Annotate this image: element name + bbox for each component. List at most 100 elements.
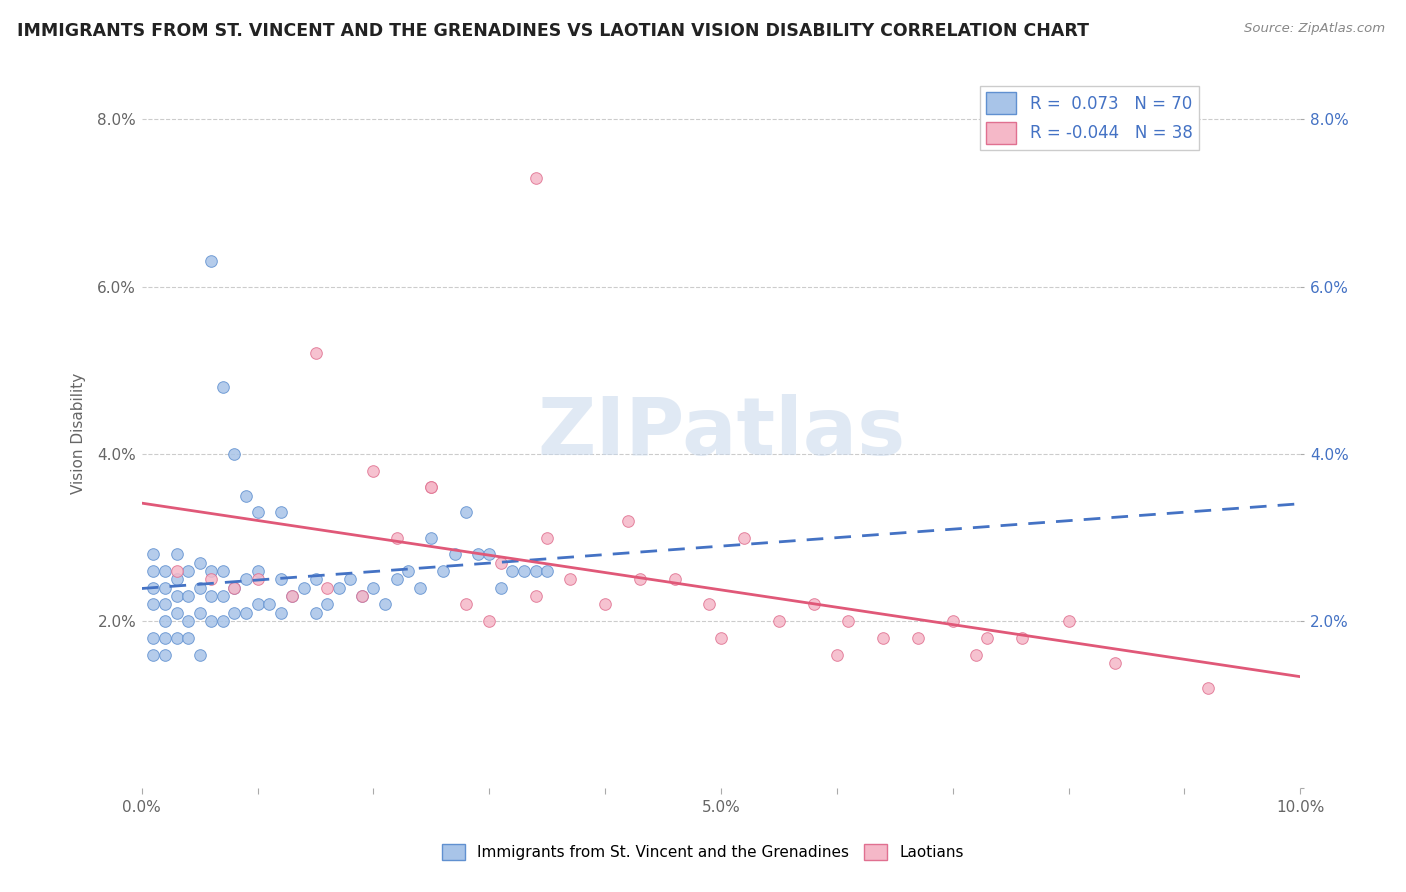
Point: [166, 547, 188, 561]
Point: [177, 564, 200, 578]
Point: [224, 606, 246, 620]
Point: [166, 564, 188, 578]
Point: [142, 581, 165, 595]
Point: [166, 631, 188, 645]
Point: [513, 564, 536, 578]
Point: [224, 447, 246, 461]
Point: [328, 581, 350, 595]
Point: [489, 556, 512, 570]
Point: [524, 589, 547, 603]
Point: [200, 564, 222, 578]
Point: [733, 531, 755, 545]
Point: [420, 480, 443, 494]
Text: ZIPatlas: ZIPatlas: [537, 394, 905, 472]
Point: [536, 531, 558, 545]
Point: [536, 564, 558, 578]
Point: [188, 581, 211, 595]
Point: [246, 572, 269, 586]
Point: [976, 631, 998, 645]
Point: [200, 254, 222, 268]
Point: [872, 631, 894, 645]
Point: [478, 547, 501, 561]
Point: [212, 564, 235, 578]
Point: [768, 614, 790, 628]
Point: [153, 564, 176, 578]
Point: [153, 631, 176, 645]
Text: IMMIGRANTS FROM ST. VINCENT AND THE GRENADINES VS LAOTIAN VISION DISABILITY CORR: IMMIGRANTS FROM ST. VINCENT AND THE GREN…: [17, 22, 1088, 40]
Point: [1197, 681, 1219, 695]
Point: [456, 505, 478, 519]
Point: [188, 556, 211, 570]
Point: [235, 606, 257, 620]
Point: [281, 589, 304, 603]
Point: [177, 614, 200, 628]
Point: [142, 564, 165, 578]
Point: [304, 572, 326, 586]
Point: [409, 581, 432, 595]
Point: [142, 598, 165, 612]
Point: [710, 631, 733, 645]
Point: [142, 648, 165, 662]
Point: [907, 631, 929, 645]
Point: [212, 614, 235, 628]
Point: [316, 598, 339, 612]
Point: [304, 346, 326, 360]
Point: [153, 598, 176, 612]
Point: [1057, 614, 1080, 628]
Legend: Immigrants from St. Vincent and the Grenadines, Laotians: Immigrants from St. Vincent and the Gren…: [436, 838, 970, 866]
Point: [1011, 631, 1033, 645]
Point: [456, 598, 478, 612]
Point: [803, 598, 825, 612]
Point: [166, 589, 188, 603]
Point: [385, 572, 408, 586]
Point: [350, 589, 373, 603]
Y-axis label: Vision Disability: Vision Disability: [72, 372, 86, 493]
Point: [235, 572, 257, 586]
Point: [177, 589, 200, 603]
Point: [617, 514, 640, 528]
Legend: R =  0.073   N = 70, R = -0.044   N = 38: R = 0.073 N = 70, R = -0.044 N = 38: [980, 86, 1199, 150]
Point: [467, 547, 489, 561]
Point: [965, 648, 987, 662]
Point: [142, 631, 165, 645]
Point: [153, 581, 176, 595]
Point: [478, 614, 501, 628]
Point: [292, 581, 315, 595]
Point: [560, 572, 582, 586]
Point: [177, 631, 200, 645]
Point: [837, 614, 859, 628]
Point: [153, 614, 176, 628]
Point: [188, 606, 211, 620]
Point: [432, 564, 454, 578]
Point: [363, 581, 385, 595]
Point: [524, 564, 547, 578]
Point: [374, 598, 396, 612]
Point: [524, 170, 547, 185]
Point: [235, 489, 257, 503]
Point: [212, 589, 235, 603]
Point: [270, 505, 292, 519]
Point: [166, 572, 188, 586]
Point: [443, 547, 465, 561]
Point: [339, 572, 361, 586]
Point: [200, 614, 222, 628]
Point: [246, 505, 269, 519]
Point: [270, 572, 292, 586]
Point: [350, 589, 373, 603]
Point: [942, 614, 965, 628]
Point: [385, 531, 408, 545]
Point: [188, 648, 211, 662]
Point: [212, 380, 235, 394]
Point: [257, 598, 280, 612]
Point: [593, 598, 616, 612]
Point: [224, 581, 246, 595]
Point: [316, 581, 339, 595]
Point: [664, 572, 686, 586]
Point: [270, 606, 292, 620]
Point: [420, 531, 443, 545]
Point: [200, 589, 222, 603]
Point: [142, 547, 165, 561]
Point: [246, 598, 269, 612]
Point: [501, 564, 523, 578]
Point: [699, 598, 721, 612]
